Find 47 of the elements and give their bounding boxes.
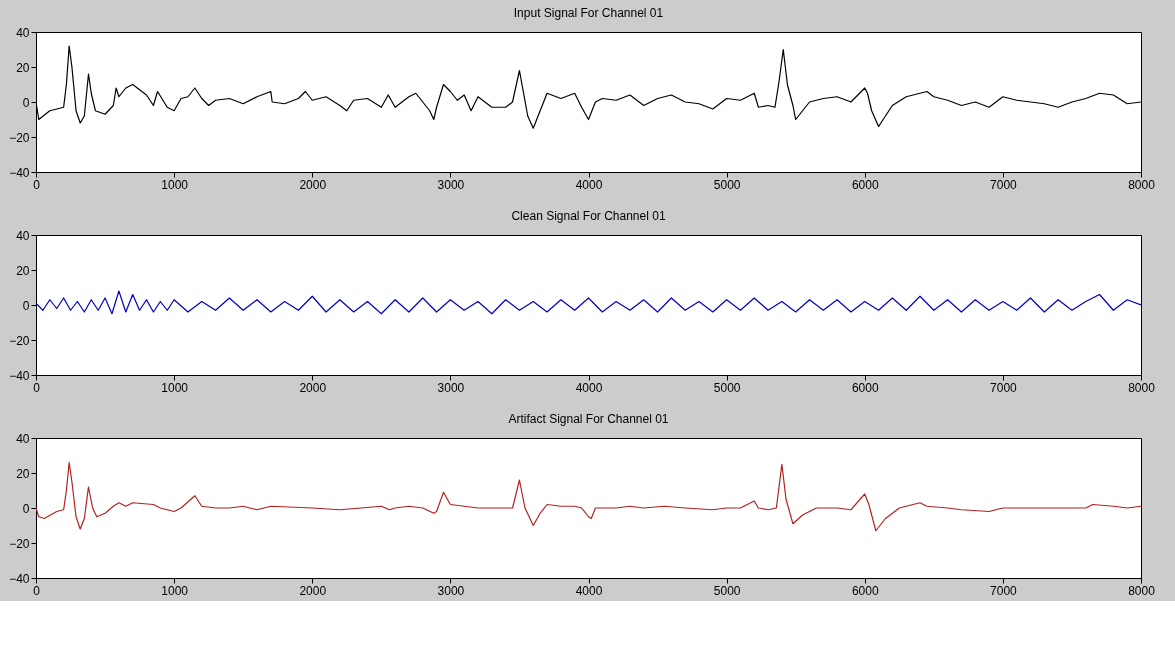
y-tick-label: 40 bbox=[16, 228, 30, 243]
x-tick-label: 2000 bbox=[299, 583, 327, 598]
x-tick-label: 6000 bbox=[851, 177, 879, 192]
y-tick-label: −20 bbox=[9, 333, 30, 348]
x-tick-label: 5000 bbox=[713, 380, 741, 395]
y-tick-label: 0 bbox=[22, 501, 30, 516]
x-tick-label: 0 bbox=[33, 583, 41, 598]
x-tick-label: 2000 bbox=[299, 177, 327, 192]
y-tick-label: 40 bbox=[16, 25, 30, 40]
y-tick-label: 40 bbox=[16, 431, 30, 446]
y-tick-label: 0 bbox=[22, 95, 30, 110]
x-tick-label: 4000 bbox=[575, 380, 603, 395]
chart-title: Clean Signal For Channel 01 bbox=[511, 209, 666, 223]
x-tick-label: 1000 bbox=[161, 583, 189, 598]
y-tick-label: 20 bbox=[16, 466, 30, 481]
x-tick-label: 4000 bbox=[575, 177, 603, 192]
x-tick-label: 7000 bbox=[990, 177, 1018, 192]
x-tick-label: 7000 bbox=[990, 583, 1018, 598]
x-tick-label: 8000 bbox=[1128, 380, 1156, 395]
x-tick-label: 7000 bbox=[990, 380, 1018, 395]
y-tick-label: −20 bbox=[9, 130, 30, 145]
x-tick-label: 2000 bbox=[299, 380, 327, 395]
x-tick-label: 4000 bbox=[575, 583, 603, 598]
x-tick-label: 6000 bbox=[851, 583, 879, 598]
x-tick-label: 1000 bbox=[161, 177, 189, 192]
y-tick-label: 20 bbox=[16, 263, 30, 278]
x-tick-label: 8000 bbox=[1128, 177, 1156, 192]
x-tick-label: 6000 bbox=[851, 380, 879, 395]
y-tick-label: 20 bbox=[16, 60, 30, 75]
x-tick-label: 5000 bbox=[713, 177, 741, 192]
line-series bbox=[36, 461, 1141, 532]
line-series bbox=[36, 290, 1141, 315]
y-tick-label: 0 bbox=[22, 298, 30, 313]
x-tick-label: 3000 bbox=[437, 380, 465, 395]
x-tick-label: 0 bbox=[33, 177, 41, 192]
x-tick-label: 3000 bbox=[437, 177, 465, 192]
chart-title: Input Signal For Channel 01 bbox=[513, 6, 664, 20]
y-tick-label: −20 bbox=[9, 536, 30, 551]
x-tick-label: 5000 bbox=[713, 583, 741, 598]
x-tick-label: 1000 bbox=[161, 380, 189, 395]
y-tick-label: −40 bbox=[9, 571, 30, 586]
y-tick-label: −40 bbox=[9, 368, 30, 383]
x-tick-label: 3000 bbox=[437, 583, 465, 598]
y-tick-label: −40 bbox=[9, 165, 30, 180]
x-tick-label: 8000 bbox=[1128, 583, 1156, 598]
chart-title: Artifact Signal For Channel 01 bbox=[508, 412, 669, 426]
x-tick-label: 0 bbox=[33, 380, 41, 395]
